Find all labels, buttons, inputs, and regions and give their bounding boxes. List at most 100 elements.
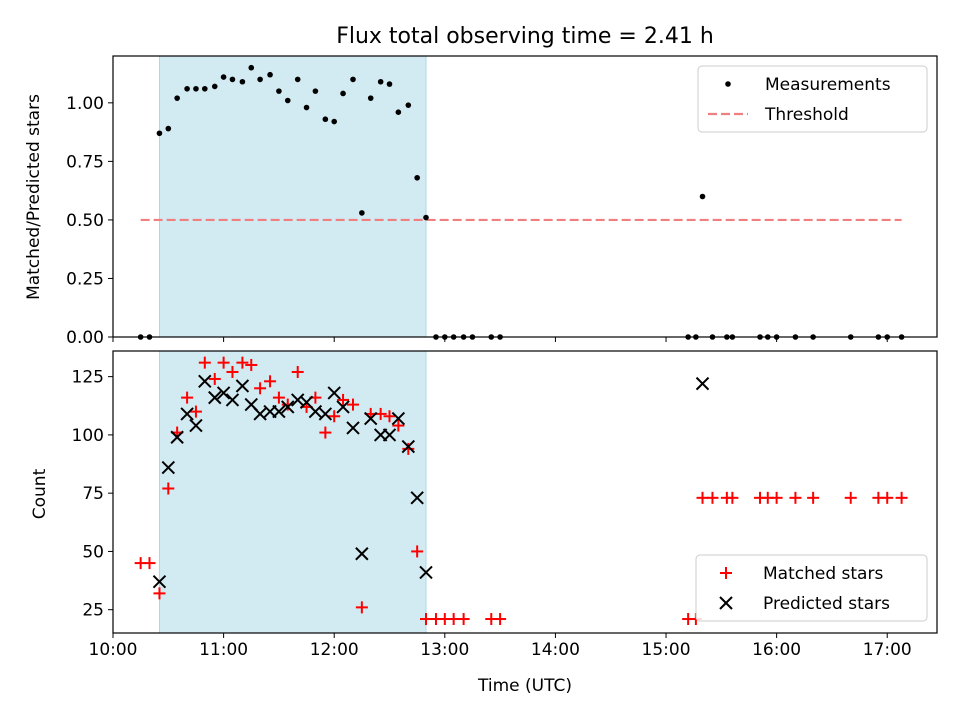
predicted-star-point — [308, 404, 323, 419]
matched-star-point — [807, 491, 820, 504]
y-tick-label: 0.75 — [66, 152, 104, 172]
matched-star-point — [789, 491, 802, 504]
matched-star-point — [347, 398, 360, 411]
measurement-point — [174, 95, 180, 101]
predicted-star-point — [355, 547, 369, 561]
measurement-point — [220, 74, 227, 80]
y-tick-label: 1.00 — [66, 94, 104, 114]
predicted-star-point — [401, 439, 416, 454]
matched-star-point — [726, 491, 739, 504]
legend-entry-label: Threshold — [764, 105, 849, 125]
measurement-point — [395, 109, 402, 115]
predicted-star-point — [189, 418, 203, 433]
matched-star-point — [411, 545, 424, 558]
measurement-point — [156, 130, 163, 137]
predicted-star-point — [225, 393, 240, 407]
measurement-point — [284, 97, 291, 104]
x-tick-label: 15:00 — [642, 640, 691, 660]
matched-star-point — [198, 356, 211, 369]
predicted-star-point — [336, 400, 350, 414]
predicted-star-point — [180, 407, 194, 421]
measurement-point — [202, 85, 208, 92]
matched-star-point — [383, 410, 396, 423]
matched-star-point — [355, 601, 368, 614]
matched-star-point — [706, 491, 719, 504]
matched-star-point — [457, 613, 470, 626]
measurement-point — [276, 88, 282, 94]
measurement-point — [211, 83, 218, 90]
measurement-point — [423, 214, 429, 221]
measurement-point — [331, 118, 338, 125]
matched-star-point — [328, 410, 341, 423]
predicted-star-point — [235, 379, 250, 393]
bottom-y-axis-title: Count — [30, 468, 50, 519]
predicted-star-point — [161, 460, 176, 475]
y-tick-label: 25 — [82, 601, 104, 621]
matched-star-point — [844, 491, 857, 504]
matched-star-point — [181, 391, 194, 404]
legend-entry-label: Predicted stars — [763, 594, 890, 614]
matched-star-point — [272, 391, 285, 404]
matched-star-point — [153, 587, 166, 600]
matched-star-point — [254, 382, 267, 395]
matched-star-point — [392, 419, 405, 432]
matched-star-point — [319, 426, 332, 439]
measurement-point — [239, 78, 246, 85]
bottom-panel: 10:00 11:00 12:00 13:00 14:00 15:00 16:00 17:00… — [72, 350, 938, 660]
legend: Matched stars Predicted stars — [695, 554, 928, 622]
predicted-star-point — [391, 411, 406, 426]
y-tick-label: 75 — [82, 484, 104, 504]
predicted-star-point — [272, 404, 286, 419]
legend: Measurements Threshold — [697, 65, 928, 133]
legend-predicted-swatch — [719, 596, 733, 610]
predicted-star-point — [419, 565, 433, 580]
measurement-point — [699, 193, 706, 200]
predicted-star-point — [208, 390, 222, 405]
measurement-point — [165, 125, 172, 132]
matched-star-point — [291, 365, 304, 378]
x-tick-label: 17:00 — [863, 640, 912, 660]
measurement-point — [386, 81, 393, 87]
matched-star-point — [895, 491, 908, 504]
measurement-point — [340, 90, 346, 97]
legend-entry-label: Measurements — [765, 75, 891, 95]
x-tick-label: 13:00 — [420, 640, 469, 660]
predicted-star-point — [152, 575, 167, 589]
predicted-star-point — [198, 374, 212, 389]
y-tick-label: 100 — [72, 426, 104, 446]
matched-star-point — [337, 393, 350, 406]
measurement-point — [377, 78, 384, 85]
matched-star-point — [162, 482, 175, 495]
y-tick-label: 0.25 — [66, 269, 104, 289]
predicted-star-point — [253, 407, 267, 421]
measurement-point — [229, 76, 236, 83]
matched-star-point — [143, 557, 156, 570]
y-tick-label: 0.00 — [66, 328, 104, 348]
x-axis-title: Time (UTC) — [477, 676, 572, 696]
measurement-point — [248, 64, 255, 71]
legend-box — [695, 554, 928, 622]
legend-measurement-swatch — [725, 81, 731, 87]
matched-star-point — [402, 442, 415, 455]
predicted-star-point — [382, 428, 397, 442]
x-tick-label: 14:00 — [531, 640, 580, 660]
matched-star-point — [189, 405, 202, 418]
measurement-point — [414, 174, 420, 181]
predicted-star-point — [695, 376, 710, 391]
predicted-star-point — [318, 407, 333, 421]
matched-star-point — [770, 491, 783, 504]
predicted-star-point — [364, 411, 378, 426]
matched-star-point — [236, 356, 249, 369]
y-tick-label: 0.50 — [66, 211, 104, 231]
matched-star-point — [208, 372, 221, 385]
chart-title: Flux total observing time = 2.41 h — [336, 24, 714, 49]
predicted-star-point — [346, 421, 360, 435]
x-tick-label: 11:00 — [199, 640, 248, 660]
matched-star-point — [494, 613, 507, 626]
y-tick-label: 50 — [82, 542, 104, 562]
measurement-point — [367, 95, 374, 101]
measurement-point — [359, 210, 365, 216]
x-tick-label: 10:00 — [89, 640, 138, 660]
measurement-point — [294, 76, 301, 83]
